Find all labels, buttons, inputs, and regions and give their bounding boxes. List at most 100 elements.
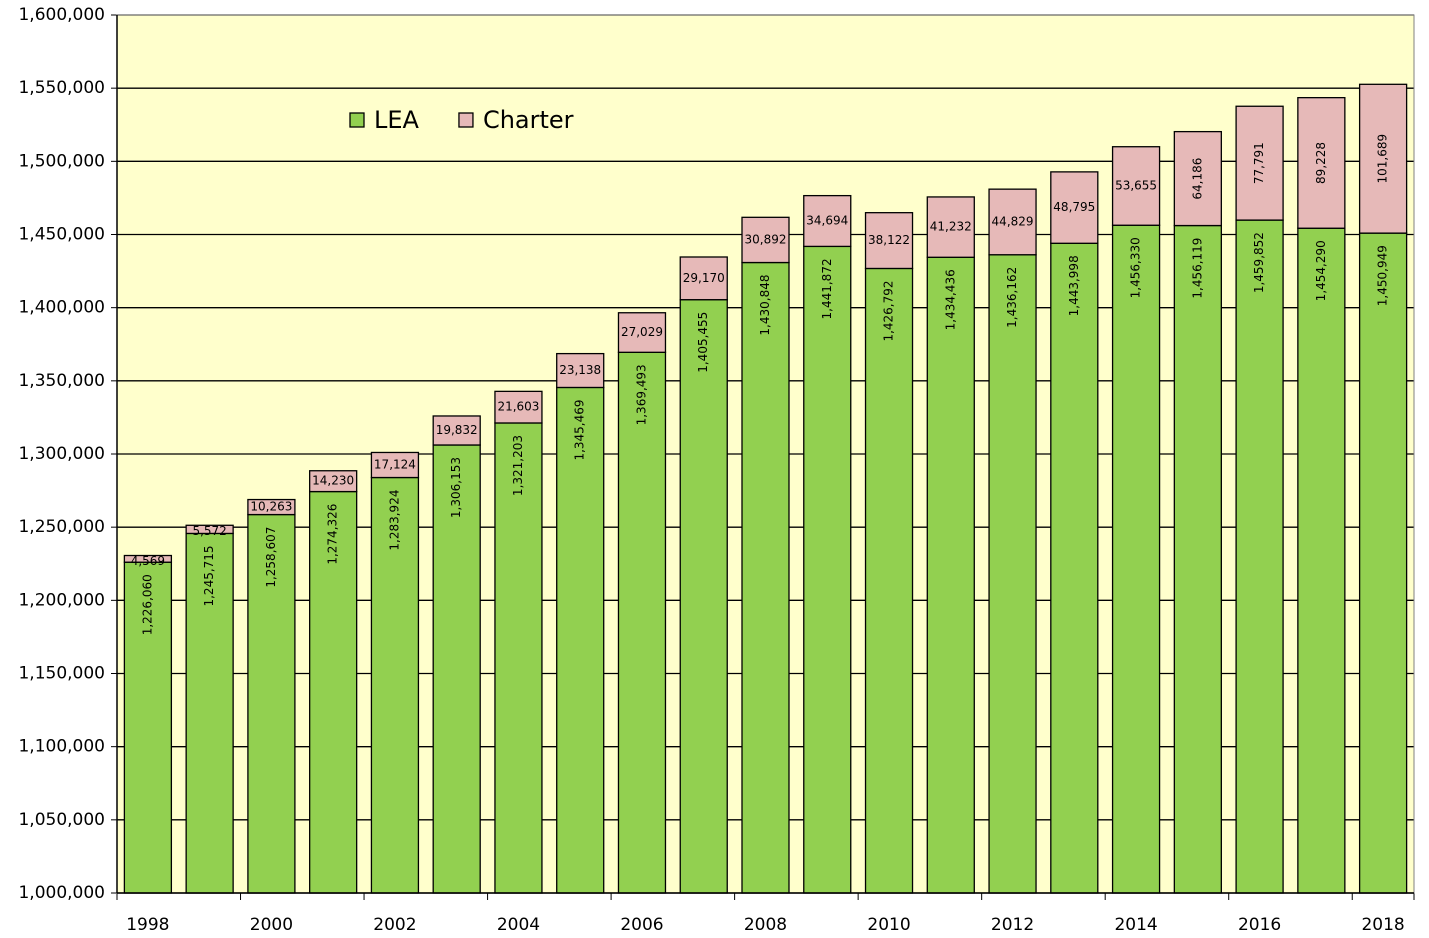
bar-segment bbox=[1235, 219, 1284, 894]
x-tick-label: 2014 bbox=[1114, 915, 1157, 935]
bar-segment bbox=[679, 299, 728, 894]
y-tick-label: 1,550,000 bbox=[18, 78, 105, 98]
bar-segment bbox=[1111, 224, 1161, 894]
data-label: 101,689 bbox=[1376, 134, 1390, 184]
data-label: 1,456,119 bbox=[1190, 238, 1204, 299]
bar-segment bbox=[1235, 105, 1284, 221]
bar-segment bbox=[123, 561, 173, 894]
data-label: 89,228 bbox=[1314, 142, 1328, 184]
data-label: 29,170 bbox=[683, 271, 725, 285]
bar-segment bbox=[741, 216, 790, 264]
y-tick-label: 1,100,000 bbox=[18, 737, 105, 757]
y-tick-label: 1,150,000 bbox=[18, 664, 105, 684]
x-tick-label: 2002 bbox=[373, 915, 416, 935]
x-tick-label: 2004 bbox=[497, 915, 540, 935]
legend-label: LEA bbox=[374, 106, 420, 134]
y-tick-label: 1,050,000 bbox=[18, 810, 105, 830]
legend-swatch bbox=[458, 112, 474, 128]
bar-segment bbox=[617, 351, 667, 894]
bar-segment bbox=[432, 415, 481, 446]
x-tick-label: 2010 bbox=[867, 915, 910, 935]
data-label: 1,369,493 bbox=[634, 364, 648, 425]
data-label: 1,430,848 bbox=[758, 275, 772, 336]
data-label: 48,795 bbox=[1053, 200, 1095, 214]
data-label: 10,263 bbox=[250, 500, 292, 514]
data-label: 77,791 bbox=[1252, 142, 1266, 184]
x-tick-label: 2008 bbox=[744, 915, 787, 935]
data-label: 38,122 bbox=[868, 233, 910, 247]
bar-segment bbox=[1050, 242, 1099, 894]
bar-segment bbox=[1111, 146, 1161, 226]
bar-segment bbox=[494, 390, 543, 424]
bar-segment bbox=[926, 196, 975, 258]
bar-segment bbox=[370, 476, 420, 894]
data-label: 41,232 bbox=[930, 220, 972, 234]
data-label: 1,283,924 bbox=[387, 490, 401, 551]
data-label: 1,245,715 bbox=[202, 545, 216, 606]
data-label: 1,459,852 bbox=[1252, 232, 1266, 293]
bar-segment bbox=[741, 261, 790, 894]
y-tick-label: 1,200,000 bbox=[18, 590, 105, 610]
bar-segment bbox=[864, 212, 914, 270]
data-label: 1,258,607 bbox=[264, 527, 278, 588]
y-tick-label: 1,500,000 bbox=[18, 151, 105, 171]
data-label: 1,441,872 bbox=[820, 258, 834, 319]
bar-segment bbox=[185, 524, 234, 535]
data-label: 1,405,455 bbox=[696, 312, 710, 373]
y-tick-label: 1,250,000 bbox=[18, 517, 105, 537]
data-label: 64,186 bbox=[1190, 158, 1204, 200]
data-label: 1,426,792 bbox=[882, 280, 896, 341]
bar-segment bbox=[988, 254, 1037, 894]
bar-segment bbox=[494, 422, 543, 894]
x-tick-label: 2006 bbox=[620, 915, 663, 935]
data-label: 34,694 bbox=[806, 214, 848, 228]
bar-segment bbox=[1358, 83, 1408, 234]
data-label: 23,138 bbox=[559, 363, 601, 377]
y-tick-label: 1,400,000 bbox=[18, 298, 105, 318]
legend-label: Charter bbox=[483, 106, 574, 134]
data-label: 21,603 bbox=[497, 400, 539, 414]
data-label: 1,434,436 bbox=[943, 269, 957, 330]
data-label: 1,345,469 bbox=[573, 399, 587, 460]
bar-segment bbox=[1358, 232, 1408, 894]
data-label: 5,572 bbox=[192, 524, 226, 538]
legend-swatch bbox=[349, 112, 365, 128]
bar-segment bbox=[1173, 130, 1222, 227]
data-label: 4,569 bbox=[131, 554, 165, 568]
bar-segment bbox=[1050, 171, 1099, 244]
data-label: 30,892 bbox=[745, 232, 787, 246]
bar-segment bbox=[864, 267, 914, 894]
data-label: 1,454,290 bbox=[1314, 240, 1328, 301]
bar-segment bbox=[370, 451, 420, 479]
data-label: 53,655 bbox=[1115, 178, 1157, 192]
data-label: 44,829 bbox=[992, 214, 1034, 228]
data-label: 1,306,153 bbox=[449, 457, 463, 518]
data-label: 14,230 bbox=[312, 474, 354, 488]
x-tick-label: 2012 bbox=[991, 915, 1034, 935]
y-tick-label: 1,600,000 bbox=[18, 5, 105, 25]
x-tick-label: 1998 bbox=[126, 915, 169, 935]
bar-segment bbox=[556, 386, 605, 894]
data-label: 1,274,326 bbox=[326, 504, 340, 565]
data-label: 1,436,162 bbox=[1005, 267, 1019, 328]
bar-segment bbox=[1297, 227, 1346, 894]
x-tick-label: 2000 bbox=[250, 915, 293, 935]
bar-segment bbox=[926, 256, 975, 894]
data-label: 17,124 bbox=[374, 457, 416, 471]
bar-segment bbox=[309, 490, 358, 894]
bar-segment bbox=[1173, 224, 1222, 894]
bar-segment bbox=[309, 470, 358, 493]
data-label: 1,450,949 bbox=[1376, 245, 1390, 306]
bar-segment bbox=[556, 352, 605, 389]
bar-segment bbox=[247, 498, 296, 516]
y-tick-label: 1,450,000 bbox=[18, 225, 105, 245]
data-label: 1,321,203 bbox=[511, 435, 525, 496]
data-label: 1,443,998 bbox=[1067, 255, 1081, 316]
bar-segment bbox=[988, 188, 1037, 256]
data-label: 1,226,060 bbox=[140, 574, 154, 635]
bar-segment bbox=[617, 312, 667, 353]
x-tick-label: 2018 bbox=[1361, 915, 1404, 935]
y-tick-label: 1,300,000 bbox=[18, 444, 105, 464]
bar-segment bbox=[123, 554, 173, 563]
